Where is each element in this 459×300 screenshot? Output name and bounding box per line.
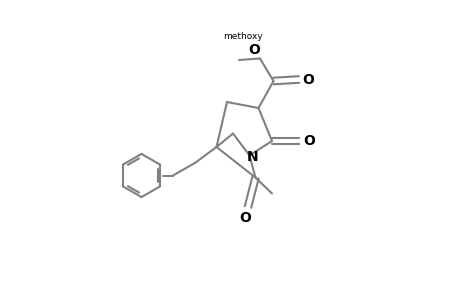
Text: O: O (302, 134, 314, 148)
Text: O: O (302, 73, 314, 86)
Text: O: O (239, 212, 251, 225)
Text: O: O (247, 43, 259, 57)
Text: N: N (246, 150, 258, 164)
Text: methoxy: methoxy (223, 32, 263, 41)
